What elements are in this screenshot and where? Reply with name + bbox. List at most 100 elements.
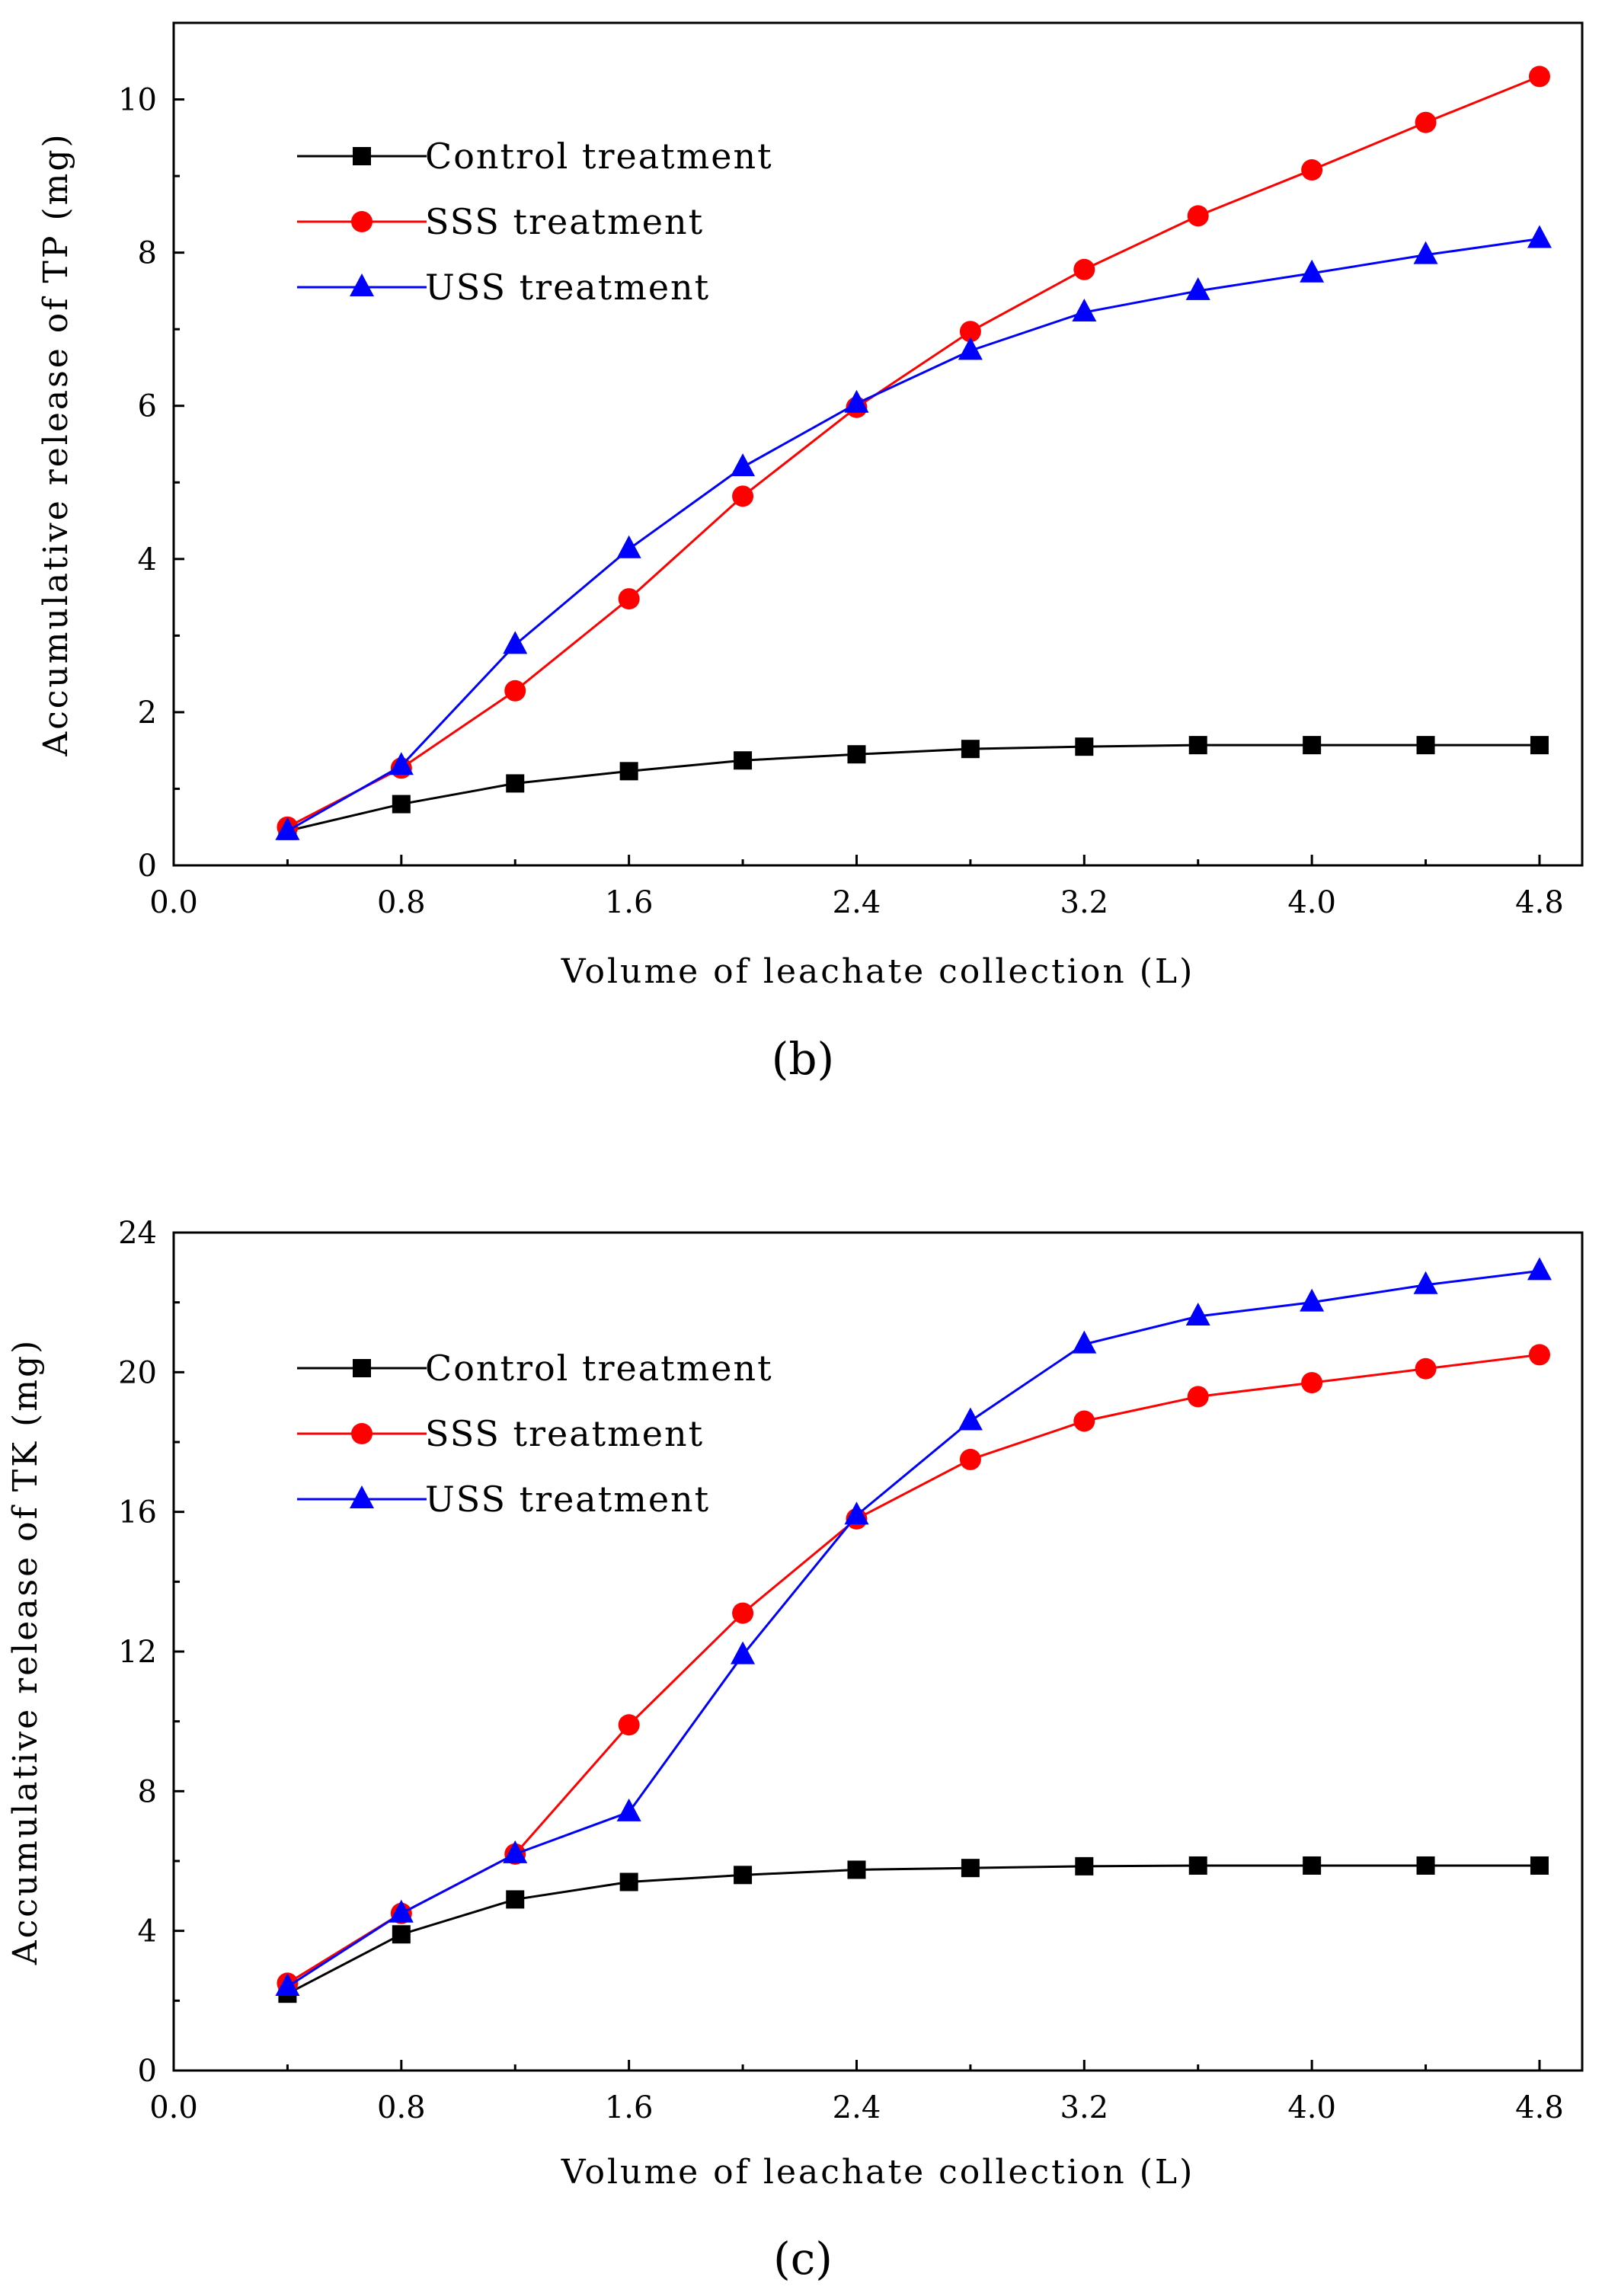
- data-point-control-treatment: [961, 740, 980, 759]
- series-sss-treatment: [277, 66, 1550, 838]
- x-tick-label: 2.4: [833, 2090, 881, 2125]
- legend-marker: [351, 1423, 373, 1444]
- data-point-sss-treatment: [1073, 258, 1095, 280]
- data-point-uss-treatment: [1185, 277, 1210, 300]
- data-point-control-treatment: [506, 774, 525, 793]
- y-tick-label: 0: [138, 2054, 157, 2089]
- data-point-control-treatment: [1303, 1856, 1322, 1875]
- series-line-uss-treatment: [286, 238, 1540, 833]
- data-point-uss-treatment: [389, 1899, 414, 1923]
- data-point-control-treatment: [734, 1866, 753, 1885]
- panel-label: (b): [772, 1033, 834, 1085]
- y-tick-label: 8: [138, 1774, 157, 1809]
- data-point-uss-treatment: [1300, 259, 1325, 283]
- series-uss-treatment: [275, 225, 1552, 840]
- x-axis-title: Volume of leachate collection (L): [561, 2153, 1195, 2192]
- y-tick-label: 2: [138, 696, 157, 731]
- data-point-control-treatment: [1530, 1856, 1549, 1875]
- y-tick-label: 24: [118, 1216, 157, 1251]
- legend: Control treatment SSS treatment USS treatm…: [297, 136, 772, 308]
- x-tick-label: 4.0: [1287, 2090, 1336, 2125]
- data-point-uss-treatment: [1072, 1330, 1097, 1354]
- data-point-uss-treatment: [616, 535, 641, 558]
- data-point-sss-treatment: [1187, 1386, 1209, 1408]
- data-point-control-treatment: [734, 751, 753, 770]
- data-point-sss-treatment: [1187, 205, 1209, 227]
- chart-tk-release: 0.0 0.8 1.6 2.4 3.2 4.0 4.8 0 4 8 12 16 20 24 Control …: [6, 1216, 1584, 2285]
- data-point-sss-treatment: [504, 680, 526, 702]
- data-point-sss-treatment: [1301, 159, 1323, 181]
- x-tick-label: 1.6: [605, 2090, 654, 2125]
- legend-label: SSS treatment: [425, 1413, 704, 1454]
- y-tick-label: 4: [138, 542, 157, 577]
- data-point-control-treatment: [1188, 736, 1207, 755]
- data-point-uss-treatment: [958, 1407, 983, 1431]
- data-point-uss-treatment: [503, 1840, 528, 1863]
- x-tick-label: 0.0: [149, 2090, 198, 2125]
- data-point-control-treatment: [847, 745, 866, 764]
- data-point-control-treatment: [392, 1925, 411, 1944]
- data-point-uss-treatment: [503, 631, 528, 654]
- series-control-treatment: [278, 736, 1549, 840]
- y-tick-label: 4: [138, 1914, 157, 1949]
- data-point-uss-treatment: [844, 1501, 869, 1525]
- plot-frame: [172, 21, 1584, 867]
- data-point-sss-treatment: [732, 1602, 754, 1624]
- data-point-uss-treatment: [958, 337, 983, 360]
- y-tick-label: 8: [138, 236, 157, 271]
- data-point-sss-treatment: [618, 588, 640, 610]
- legend-label: USS treatment: [425, 267, 710, 308]
- data-point-sss-treatment: [959, 321, 981, 343]
- x-tick-label: 3.2: [1060, 2090, 1109, 2125]
- data-point-control-treatment: [506, 1890, 525, 1909]
- x-tick-label: 1.6: [605, 885, 654, 920]
- data-point-sss-treatment: [959, 1448, 981, 1470]
- data-point-uss-treatment: [1413, 1271, 1438, 1294]
- data-point-control-treatment: [392, 795, 411, 814]
- data-point-control-treatment: [1075, 1856, 1094, 1875]
- x-tick-label: 3.2: [1060, 885, 1109, 920]
- data-point-uss-treatment: [389, 752, 414, 775]
- data-point-uss-treatment: [275, 817, 300, 840]
- series-line-control-treatment: [287, 743, 1540, 833]
- data-point-uss-treatment: [731, 1641, 756, 1664]
- legend-marker: [353, 1359, 371, 1377]
- x-axis-title: Volume of leachate collection (L): [561, 952, 1195, 991]
- data-point-sss-treatment: [1528, 1344, 1550, 1366]
- series-line-sss-treatment: [286, 75, 1540, 829]
- legend-marker: [353, 147, 371, 165]
- data-point-control-treatment: [1416, 1856, 1435, 1875]
- data-point-sss-treatment: [1301, 1372, 1323, 1394]
- data-point-sss-treatment: [732, 485, 754, 507]
- data-point-control-treatment: [1075, 737, 1094, 756]
- data-point-uss-treatment: [844, 389, 869, 413]
- data-point-sss-treatment: [1415, 111, 1437, 133]
- data-point-uss-treatment: [731, 453, 756, 477]
- legend-label: SSS treatment: [425, 201, 704, 242]
- x-tick-label: 4.0: [1287, 885, 1336, 920]
- y-tick-label: 0: [138, 849, 157, 884]
- data-point-uss-treatment: [275, 1973, 300, 1996]
- x-tick-label: 0.8: [377, 2090, 426, 2125]
- series-line-control-treatment: [286, 1864, 1540, 1995]
- data-point-control-treatment: [1530, 736, 1549, 755]
- y-axis-title: Accumulative release of TK (mg): [6, 1338, 45, 1966]
- data-point-uss-treatment: [1413, 241, 1438, 264]
- data-point-uss-treatment: [1300, 1288, 1325, 1312]
- y-tick-label: 12: [118, 1635, 157, 1670]
- x-tick-label: 2.4: [833, 885, 881, 920]
- series-line-uss-treatment: [286, 1269, 1540, 1988]
- y-tick-label: 16: [118, 1495, 157, 1530]
- data-point-control-treatment: [1303, 736, 1322, 755]
- data-point-uss-treatment: [1185, 1303, 1210, 1325]
- x-tick-label: 4.8: [1515, 2090, 1564, 2125]
- legend-marker: [350, 273, 374, 296]
- data-point-control-treatment: [619, 1872, 638, 1891]
- data-point-sss-treatment: [1073, 1410, 1095, 1432]
- x-tick-label: 0.0: [149, 885, 198, 920]
- legend-marker: [350, 1485, 374, 1508]
- data-point-control-treatment: [1188, 1856, 1207, 1875]
- data-point-uss-treatment: [616, 1798, 641, 1821]
- data-point-sss-treatment: [618, 1714, 640, 1736]
